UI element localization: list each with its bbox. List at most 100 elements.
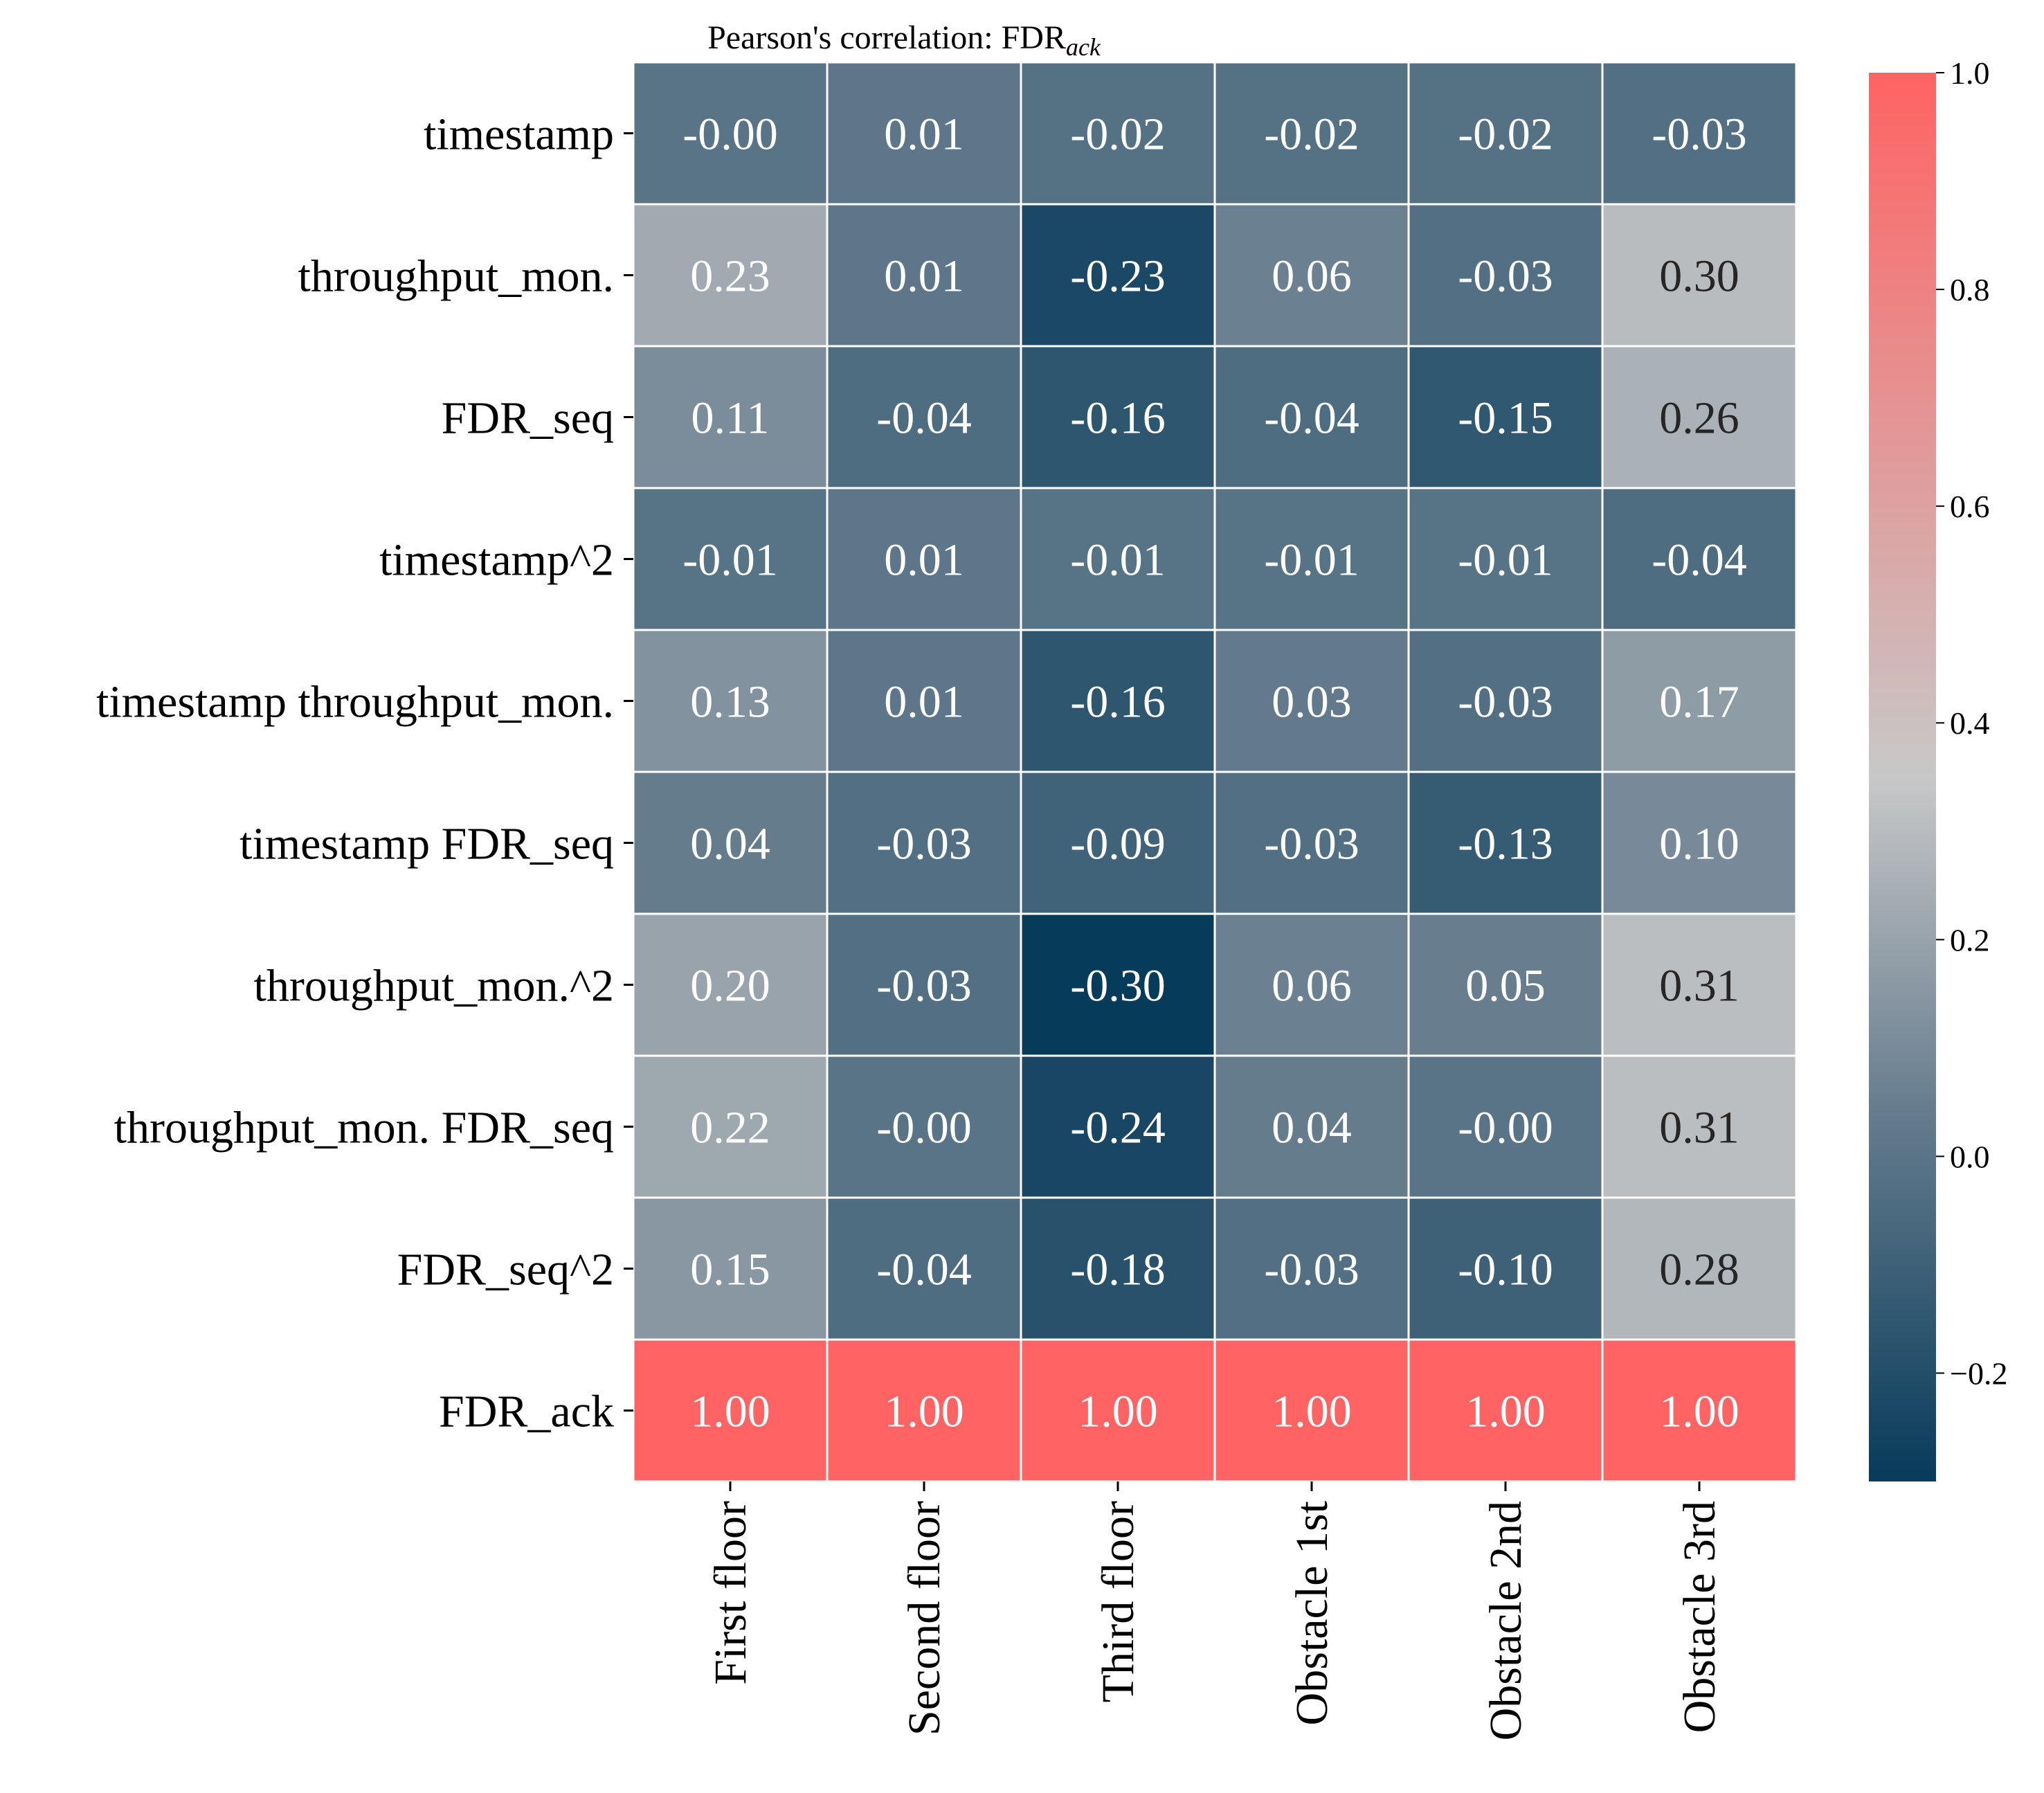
heatmap-cell-value: -0.09 [1070,819,1165,870]
heatmap-cell [1601,61,1798,206]
row-labels: timestamp throughput_mon. FDR_seq timestamp… [96,109,633,1437]
heatmap-cell-value: -0.03 [1458,677,1553,728]
heatmap-cell-value: 0.11 [691,393,769,444]
heatmap-cell [1601,912,1798,1057]
heatmap-cell-value: -0.02 [1458,109,1553,160]
row-label-timestamp: timestamp [424,109,614,160]
heatmap-cell-value: -0.04 [876,1245,971,1295]
heatmap-cell-value: 1.00 [1659,1387,1739,1437]
heatmap-cell-value: -0.13 [1458,819,1553,870]
heatmap-cell [632,345,829,489]
heatmap-cell [1407,61,1604,206]
column-label-obstacle-2nd: Obstacle 2nd [1481,1501,1531,1740]
heatmap-cell [1407,1338,1604,1483]
heatmap-cell [1601,345,1798,489]
heatmap-cell-value: -0.02 [1264,109,1359,160]
row-label-throughput-mon: throughput_mon. [298,251,615,302]
heatmap-cell-value: 0.30 [1659,251,1739,302]
heatmap-cell [1213,203,1410,348]
heatmap-cell [1213,61,1410,206]
column-label-second-floor: Second floor [899,1501,950,1736]
heatmap-cell-value: -0.03 [1264,1245,1359,1295]
heatmap-cell [1601,1054,1798,1199]
heatmap-cell-value: 0.28 [1659,1245,1739,1295]
heatmap-cell-value: 0.04 [1272,1103,1352,1153]
heatmap-cell-value: 1.00 [884,1387,964,1437]
heatmap-cell [1020,1054,1216,1199]
column-labels: First floor Second floor Third floor Obstac… [705,1481,1725,1740]
row-label-throughput-mon-2: throughput_mon.^2 [254,961,614,1011]
heatmap-cell-value: -0.04 [1652,535,1746,586]
heatmap-cell [1601,487,1798,631]
heatmap-cell [1407,771,1604,915]
heatmap-cell [1601,771,1798,915]
heatmap-cell-value: 0.05 [1465,961,1546,1011]
heatmap-cell-value: -0.01 [1458,535,1553,586]
heatmap-cell-value: 0.04 [690,819,770,870]
heatmap-cell-value: 0.13 [690,677,770,728]
heatmap-cell [632,61,829,206]
heatmap-cell [632,629,829,773]
colorbar-tick-label: 0.8 [1950,272,1990,307]
colorbar-tick-label: 0.2 [1950,922,1990,957]
heatmap-cell [1601,203,1798,348]
heatmap-cell [1407,1196,1604,1341]
colorbar-tick-label: 0.6 [1950,489,1990,524]
heatmap-cell [1020,912,1216,1057]
heatmap-cell [1213,487,1410,631]
heatmap-cell [1020,487,1216,631]
heatmap-cell-value: -0.03 [1458,251,1553,302]
row-label-throughput-mon-fdr-seq: throughput_mon. FDR_seq [114,1103,614,1153]
heatmap-cell-value: -0.00 [682,109,777,160]
heatmap-cell-value: 0.26 [1659,393,1739,444]
heatmap-cell-value: -0.16 [1070,393,1165,444]
heatmap-cell-value: 1.00 [1465,1387,1546,1437]
heatmap-cell-value: -0.03 [876,961,971,1011]
column-label-obstacle-1st: Obstacle 1st [1287,1501,1337,1725]
colorbar-tick-label: 0.0 [1950,1139,1990,1174]
heatmap-cell-value: 0.15 [690,1245,770,1295]
heatmap-cell-value: 0.20 [690,961,770,1011]
heatmap-cell-value: 1.00 [1078,1387,1158,1437]
heatmap-cell-value: 1.00 [690,1387,770,1437]
heatmap-cell [632,1054,829,1199]
heatmap-cell-value: -0.16 [1070,677,1165,728]
heatmap-cell-value: 0.23 [690,251,770,302]
row-label-fdr-seq-2: FDR_seq^2 [397,1245,614,1295]
heatmap-cell [632,1196,829,1341]
heatmap-cell-value: -0.04 [1264,393,1359,444]
colorbar-tick-label: 0.4 [1950,705,1990,741]
heatmap-cell [826,203,1022,348]
column-label-first-floor: First floor [705,1501,756,1685]
heatmap-cell-value: 0.31 [1659,1103,1739,1153]
row-label-fdr-ack: FDR_ack [439,1387,614,1437]
heatmap-cell-value: -0.04 [876,393,971,444]
heatmap-cell [1213,629,1410,773]
heatmap-cell-value: 1.00 [1272,1387,1352,1437]
chart-title: Pearson's correlation: FDRack [707,19,1101,61]
colorbar-gradient [1869,73,1936,1481]
heatmap-cell-value: -0.00 [1458,1103,1553,1153]
chart-title-main: Pearson's correlation: FDR [707,19,1066,56]
heatmap-cell-value: -0.18 [1070,1245,1165,1295]
heatmap-cell-value: -0.30 [1070,961,1165,1011]
heatmap-cell-value: 0.06 [1272,961,1352,1011]
heatmap-cell-value: 0.06 [1272,251,1352,302]
heatmap-cell-value: -0.01 [1070,535,1165,586]
heatmap-cell [632,771,829,915]
heatmap-cell [1601,629,1798,773]
heatmap-cell [826,1196,1022,1341]
heatmap-cell-value: 0.01 [884,251,964,302]
heatmap-cell [826,61,1022,206]
heatmap-cell-value: 0.17 [1659,677,1739,728]
heatmap-cell [632,912,829,1057]
heatmap-cell [1407,1054,1604,1199]
column-label-obstacle-3rd: Obstacle 3rd [1674,1501,1725,1733]
heatmap-cell-value: -0.03 [1264,819,1359,870]
heatmap-cell [1213,1054,1410,1199]
row-label-timestamp-2: timestamp^2 [379,535,614,586]
heatmap-cell [1020,629,1216,773]
heatmap-cell [826,1338,1022,1483]
column-label-third-floor: Third floor [1093,1501,1143,1702]
